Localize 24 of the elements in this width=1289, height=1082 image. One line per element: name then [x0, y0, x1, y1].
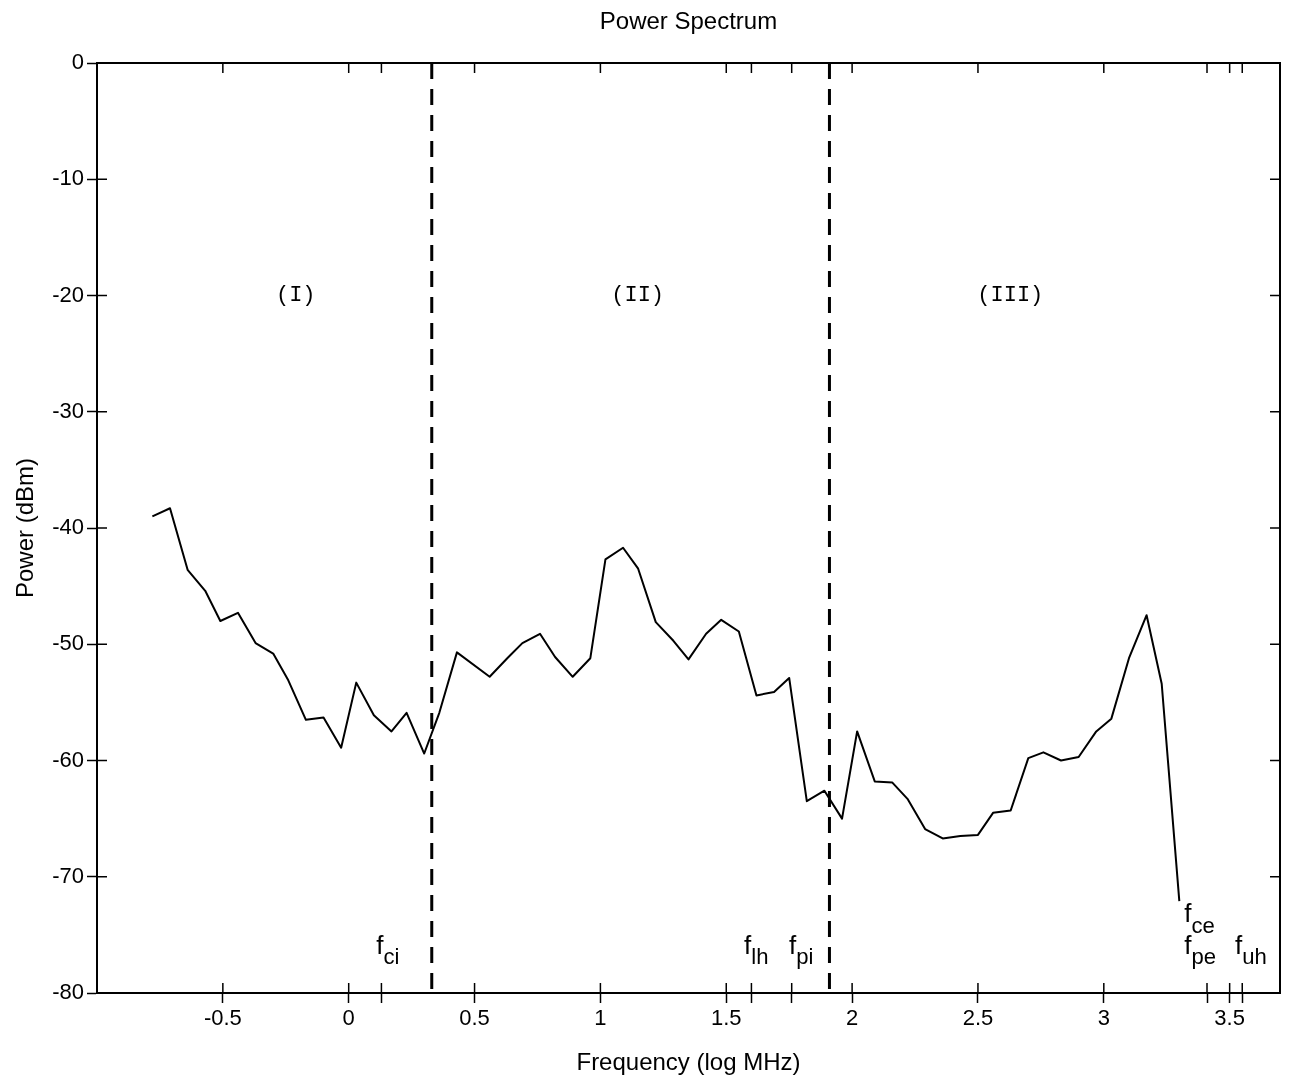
y-tick-label: -60: [52, 746, 84, 772]
x-tick-label: -0.5: [203, 1005, 242, 1031]
annotation: (I): [275, 283, 316, 309]
x-tick-label: 3.5: [1214, 1005, 1245, 1031]
y-tick-label: 0: [71, 49, 84, 75]
x-tick-label: 2.5: [962, 1005, 994, 1031]
x-tick-label: 0: [342, 1005, 355, 1031]
x-tick-label: 1: [594, 1005, 607, 1031]
y-tick-label: -50: [52, 630, 84, 656]
y-tick-label: -30: [52, 397, 84, 423]
x-tick-label: 0.5: [459, 1005, 490, 1031]
annotation: (II): [611, 283, 665, 309]
x-tick-label: 3: [1097, 1005, 1110, 1031]
x-tick-label: 1.5: [710, 1005, 742, 1031]
y-tick-label: -20: [52, 281, 84, 307]
y-tick-label: -70: [52, 862, 84, 888]
y-axis-title: Power (dBm): [10, 457, 38, 599]
annotation: (III): [977, 283, 1044, 309]
chart-title: Power Spectrum: [599, 6, 778, 34]
x-tick-label: 2: [845, 1005, 859, 1031]
y-tick-label: -40: [52, 514, 84, 540]
y-tick-label: -80: [52, 979, 84, 1005]
y-tick-label: -10: [52, 165, 84, 191]
x-axis-title: Frequency (log MHz): [576, 1048, 801, 1076]
